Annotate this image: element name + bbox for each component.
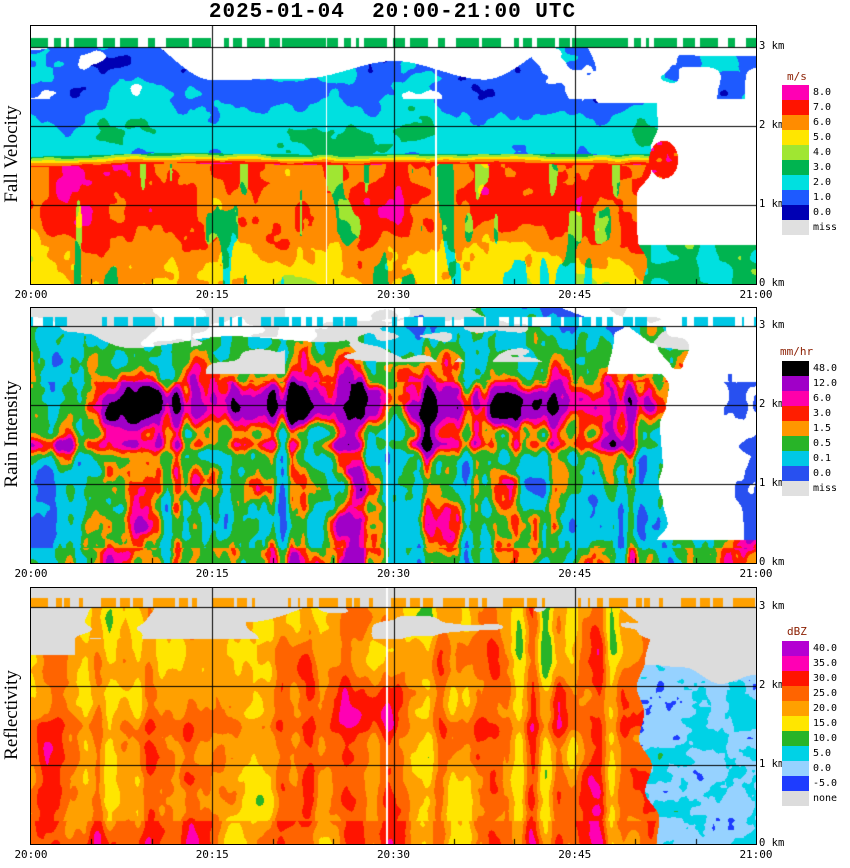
legend-value-label: 7.0 [813, 102, 832, 113]
legend-swatch [782, 791, 809, 806]
legend-swatch [782, 641, 809, 656]
legend-value-label: 40.0 [813, 643, 838, 654]
legend-value-label: 0.1 [813, 453, 832, 464]
legend-value-label: none [813, 793, 838, 804]
legend-value-label: 48.0 [813, 363, 838, 374]
y-tick-label: 1 km [759, 198, 785, 210]
y-tick-label: 0 km [759, 837, 785, 849]
y-tick-label: 3 km [759, 319, 785, 331]
legend-swatch [782, 466, 809, 481]
legend-value-label: 25.0 [813, 688, 838, 699]
x-tick-label: 20:15 [195, 848, 229, 861]
y-tick-label: 2 km [759, 119, 785, 131]
legend-swatch [782, 421, 809, 436]
x-tick-label: 21:00 [739, 567, 773, 580]
legend-value-label: 20.0 [813, 703, 838, 714]
legend-swatch [782, 361, 809, 376]
legend-swatch [782, 671, 809, 686]
legend-swatch [782, 205, 809, 220]
y-tick-label: 3 km [759, 600, 785, 612]
legend-value-label: 5.0 [813, 132, 832, 143]
y-tick-label: 3 km [759, 40, 785, 52]
legend-value-label: 35.0 [813, 658, 838, 669]
panel-ylabel-rain-intensity: Rain Intensity [1, 380, 22, 488]
y-tick-label: 1 km [759, 477, 785, 489]
legend-swatch [782, 85, 809, 100]
x-tick-label: 20:15 [195, 567, 229, 580]
legend-swatch [782, 100, 809, 115]
x-tick-label: 20:15 [195, 288, 229, 301]
legend-value-label: 2.0 [813, 177, 832, 188]
x-tick-label: 21:00 [739, 848, 773, 861]
rain-intensity-heatmap [30, 307, 757, 564]
legend-swatch [782, 175, 809, 190]
legend-swatch [782, 115, 809, 130]
x-tick-label: 20:45 [558, 288, 592, 301]
x-tick-label: 20:30 [376, 567, 411, 580]
legend-swatch [782, 391, 809, 406]
legend-swatch [782, 731, 809, 746]
legend-swatch [782, 436, 809, 451]
legend-swatch [782, 686, 809, 701]
legend-swatch [782, 701, 809, 716]
legend-value-label: 12.0 [813, 378, 838, 389]
x-tick-label: 20:00 [14, 288, 48, 301]
legend-unit-label: m/s [787, 70, 807, 83]
legend-swatch [782, 406, 809, 421]
x-tick-label: 20:45 [558, 848, 592, 861]
legend-swatch [782, 716, 809, 731]
panel-ylabel-fall-velocity: Fall Velocity [1, 105, 22, 203]
legend-swatch [782, 481, 809, 496]
y-tick-label: 2 km [759, 398, 785, 410]
y-tick-label: 0 km [759, 556, 785, 568]
x-tick-label: 20:30 [376, 848, 411, 861]
legend-value-label: 8.0 [813, 87, 832, 98]
legend-swatch [782, 190, 809, 205]
fall-velocity-heatmap [30, 25, 757, 285]
legend-swatch [782, 451, 809, 466]
x-tick-label: 20:00 [14, 567, 48, 580]
legend-value-label: 0.0 [813, 763, 832, 774]
legend-swatch [782, 761, 809, 776]
legend-value-label: 30.0 [813, 673, 838, 684]
x-tick-label: 21:00 [739, 288, 773, 301]
legend-swatch [782, 746, 809, 761]
legend-value-label: 1.0 [813, 192, 832, 203]
y-tick-label: 2 km [759, 679, 785, 691]
legend-value-label: 1.5 [813, 423, 832, 434]
legend-swatch [782, 656, 809, 671]
legend-value-label: 5.0 [813, 748, 832, 759]
y-tick-label: 1 km [759, 758, 785, 770]
legend-value-label: 4.0 [813, 147, 832, 158]
legend-value-label: 15.0 [813, 718, 838, 729]
legend-value-label: 3.0 [813, 408, 832, 419]
legend-swatch [782, 130, 809, 145]
legend-value-label: 6.0 [813, 117, 832, 128]
legend-value-label: miss [813, 483, 838, 494]
reflectivity-heatmap [30, 587, 757, 845]
legend-swatch [782, 145, 809, 160]
plot-title: 2025-01-04 20:00-21:00 UTC [208, 1, 577, 24]
legend-swatch [782, 776, 809, 791]
legend-value-label: miss [813, 222, 838, 233]
y-tick-label: 0 km [759, 277, 785, 289]
legend-swatch [782, 220, 809, 235]
legend-value-label: 0.5 [813, 438, 832, 449]
legend-value-label: 0.0 [813, 207, 832, 218]
legend-unit-label: mm/hr [780, 345, 814, 358]
panel-ylabel-reflectivity: Reflectivity [1, 670, 22, 760]
legend-value-label: 6.0 [813, 393, 832, 404]
x-tick-label: 20:30 [376, 288, 411, 301]
legend-unit-label: dBZ [787, 625, 807, 638]
legend-value-label: 0.0 [813, 468, 832, 479]
legend-swatch [782, 160, 809, 175]
x-tick-label: 20:00 [14, 848, 48, 861]
legend-value-label: 10.0 [813, 733, 838, 744]
legend-swatch [782, 376, 809, 391]
x-tick-label: 20:45 [558, 567, 592, 580]
legend-value-label: -5.0 [813, 778, 838, 789]
legend-value-label: 3.0 [813, 162, 832, 173]
